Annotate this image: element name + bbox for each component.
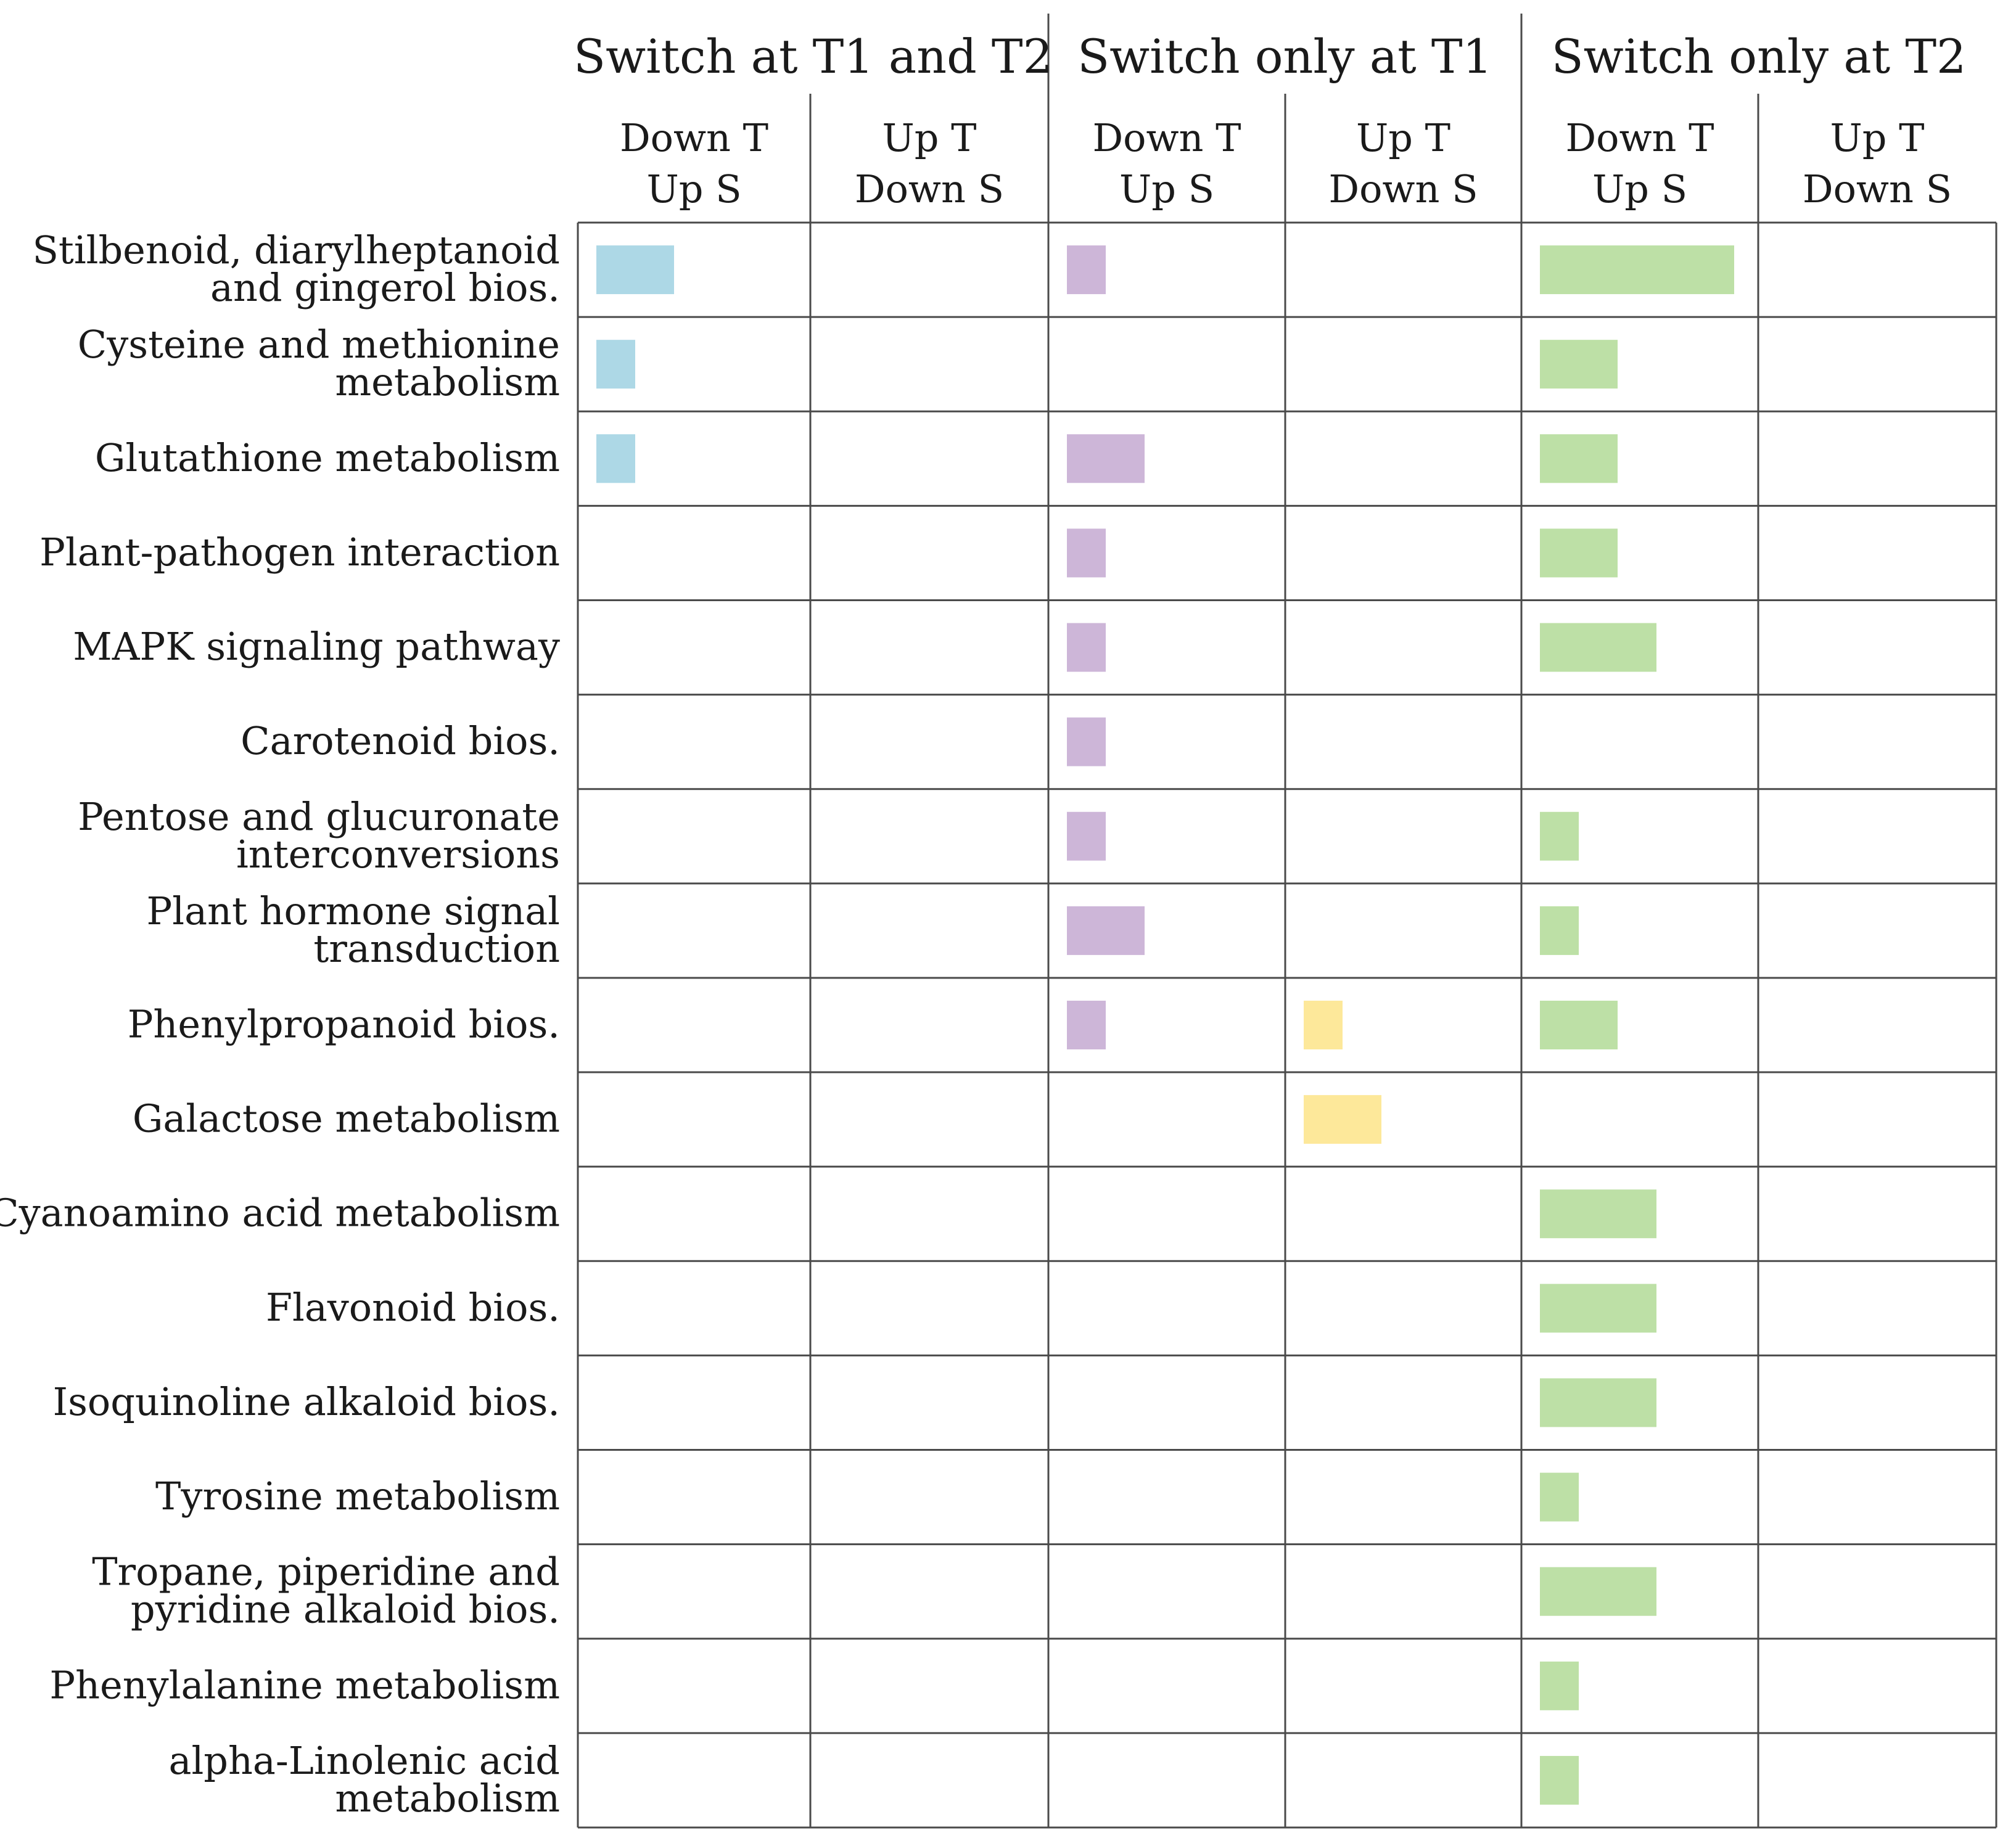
column-header-label: Down S: [1328, 166, 1478, 211]
bar: [1540, 623, 1656, 672]
bar: [1540, 1001, 1618, 1049]
row-label: Flavonoid bios.: [266, 1285, 560, 1330]
column-header-label: Up T: [1356, 115, 1450, 160]
bar: [596, 245, 674, 295]
column-header-label: Down T: [1565, 115, 1714, 160]
bar: [1067, 623, 1106, 672]
column-header-label: Down S: [1803, 166, 1952, 211]
row-label: Galactose metabolism: [133, 1096, 560, 1141]
bar: [1540, 811, 1579, 861]
bar: [1067, 811, 1106, 861]
bar: [1304, 1095, 1381, 1144]
bar: [1540, 245, 1734, 295]
bar: [596, 340, 635, 389]
bar: [1304, 1001, 1343, 1049]
row-label: MAPK signaling pathway: [73, 624, 560, 669]
bar: [1540, 1284, 1656, 1333]
bar: [1067, 717, 1106, 766]
column-header-label: Up T: [1830, 115, 1924, 160]
row-label: Stilbenoid, diarylheptanoid: [32, 228, 560, 273]
bar: [1067, 1001, 1106, 1049]
bar: [1540, 340, 1618, 389]
group-title: Switch only at T1: [1077, 29, 1492, 84]
bar: [1067, 245, 1106, 295]
row-label: Tyrosine metabolism: [155, 1474, 560, 1519]
row-label: Plant hormone signal: [147, 888, 560, 933]
row-label: pyridine alkaloid bios.: [131, 1587, 560, 1632]
row-label: metabolism: [335, 359, 560, 404]
bar: [1540, 1755, 1579, 1805]
row-label: Cysteine and methionine: [78, 322, 560, 367]
column-headers: Switch at T1 and T2 Switch only at T1 Swit…: [574, 29, 1966, 211]
column-header-label: Up T: [882, 115, 976, 160]
row-label: Pentose and glucuronate: [78, 794, 560, 839]
row-label: Phenylpropanoid bios.: [128, 1002, 560, 1047]
row-label: Tropane, piperidine and: [92, 1549, 560, 1594]
row-label: Carotenoid bios.: [241, 718, 560, 763]
bar: [1067, 528, 1106, 578]
row-label: Cyanoamino acid metabolism: [0, 1191, 560, 1236]
row-label: and gingerol bios.: [210, 265, 560, 310]
row-label: interconversions: [236, 832, 560, 877]
bar: [1540, 1567, 1656, 1616]
row-label: transduction: [313, 926, 560, 971]
row-label: Plant-pathogen interaction: [39, 530, 560, 575]
column-header-label: Down T: [620, 115, 768, 160]
column-header-label: Up S: [1119, 166, 1214, 211]
bar: [1540, 906, 1579, 955]
bars: [596, 245, 1734, 1805]
column-header-label: Down T: [1092, 115, 1241, 160]
bar: [596, 434, 635, 483]
bar: [1540, 434, 1618, 483]
row-label: Phenylalanine metabolism: [49, 1662, 560, 1707]
column-header-label: Down S: [855, 166, 1004, 211]
bar: [1540, 1189, 1656, 1239]
bar: [1540, 1472, 1579, 1522]
bar: [1540, 1378, 1656, 1427]
bar: [1540, 1661, 1579, 1710]
bar: [1067, 434, 1145, 483]
row-label: alpha-Linolenic acid: [168, 1738, 560, 1783]
column-header-label: Up S: [646, 166, 741, 211]
table-grid: [577, 14, 1997, 1829]
row-label: metabolism: [335, 1776, 560, 1821]
bar: [1540, 528, 1618, 578]
row-label: Glutathione metabolism: [95, 435, 560, 480]
group-title: Switch only at T2: [1552, 29, 1967, 84]
bar: [1067, 906, 1145, 955]
row-label: Isoquinoline alkaloid bios.: [53, 1379, 560, 1424]
group-title: Switch at T1 and T2: [574, 29, 1053, 84]
column-header-label: Up S: [1592, 166, 1687, 211]
